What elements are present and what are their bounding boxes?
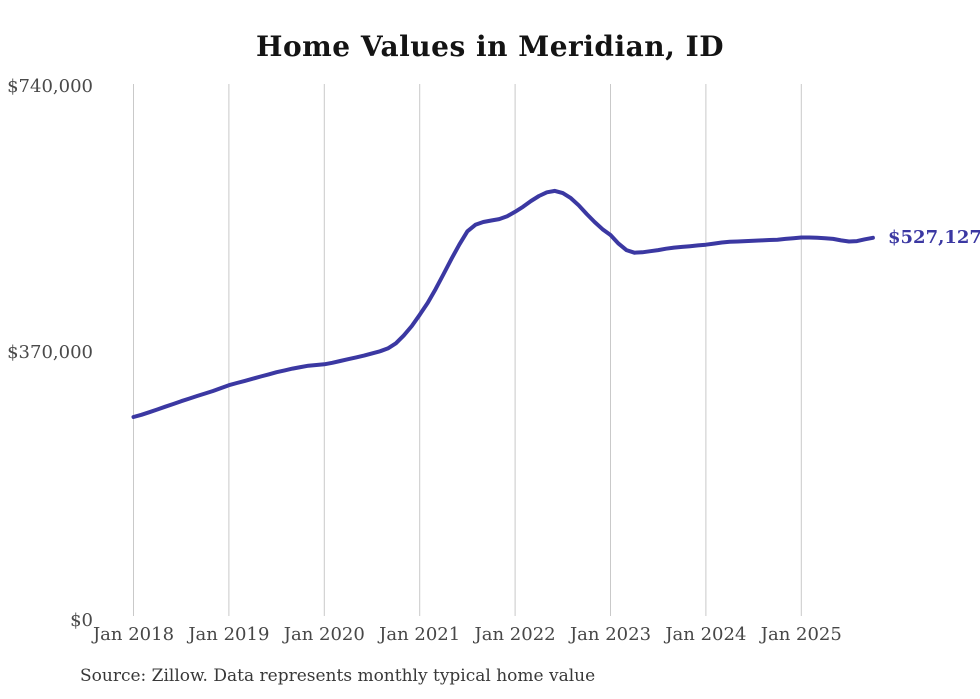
x-axis: Jan 2018 Jan 2019 Jan 2020 Jan 2021 Jan 2022… (0, 624, 980, 648)
x-axis-tick-label: Jan 2020 (283, 624, 365, 645)
y-axis-tick-label-0: $0 (70, 610, 93, 631)
source-note: Source: Zillow. Data represents monthly … (80, 666, 596, 686)
y-axis-tick-label-740000: $740,000 (7, 76, 93, 97)
x-axis-tick-label: Jan 2025 (760, 624, 842, 645)
y-axis-tick-label-370000: $370,000 (7, 342, 93, 363)
x-axis-tick-label: Jan 2023 (569, 624, 652, 645)
x-axis-tick-label: Jan 2024 (665, 624, 747, 645)
x-axis-tick-label: Jan 2021 (379, 624, 461, 645)
x-axis-tick-label: Jan 2018 (92, 624, 175, 645)
x-axis-tick-label: Jan 2022 (474, 624, 556, 645)
chart-title: Home Values in Meridian, ID (256, 30, 724, 63)
x-axis-tick-label: Jan 2019 (188, 624, 270, 645)
latest-value-label: $527,127 (888, 226, 980, 248)
home-value-line (131, 188, 875, 419)
